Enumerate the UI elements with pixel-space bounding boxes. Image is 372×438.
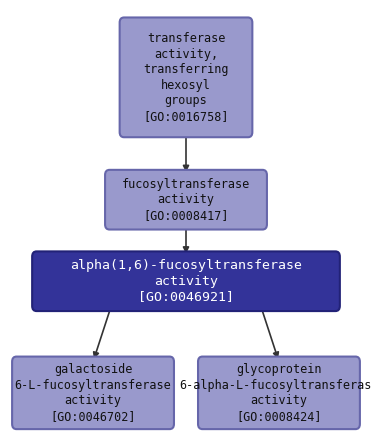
FancyBboxPatch shape <box>120 18 252 137</box>
Text: alpha(1,6)-fucosyltransferase
activity
[GO:0046921]: alpha(1,6)-fucosyltransferase activity [… <box>70 259 302 303</box>
Text: galactoside
6-L-fucosyltransferase
activity
[GO:0046702]: galactoside 6-L-fucosyltransferase activ… <box>15 363 171 423</box>
Text: glycoprotein
6-alpha-L-fucosyltransferase
activity
[GO:0008424]: glycoprotein 6-alpha-L-fucosyltransferas… <box>179 363 372 423</box>
FancyBboxPatch shape <box>198 357 360 429</box>
Text: fucosyltransferase
activity
[GO:0008417]: fucosyltransferase activity [GO:0008417] <box>122 178 250 222</box>
Text: transferase
activity,
transferring
hexosyl
groups
[GO:0016758]: transferase activity, transferring hexos… <box>143 32 229 123</box>
FancyBboxPatch shape <box>105 170 267 230</box>
FancyBboxPatch shape <box>32 251 340 311</box>
FancyBboxPatch shape <box>12 357 174 429</box>
